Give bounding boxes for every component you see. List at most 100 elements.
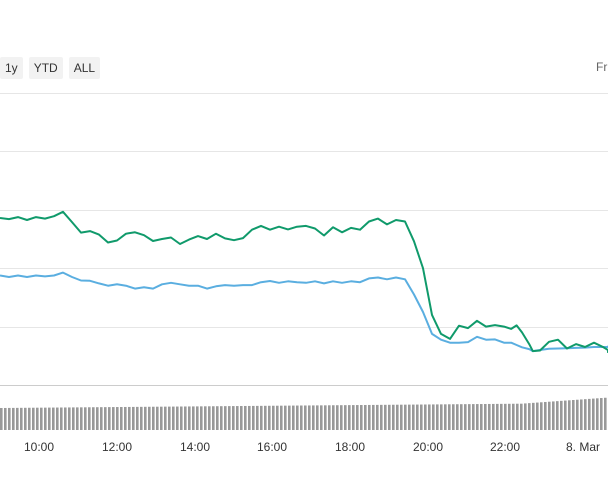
volume-bar	[112, 407, 115, 430]
x-tick-label: 20:00	[413, 440, 443, 454]
volume-bar	[136, 406, 139, 430]
volume-bar	[324, 405, 327, 430]
range-button-all[interactable]: ALL	[68, 57, 101, 79]
volume-bar	[428, 404, 431, 430]
volume-bar	[192, 406, 195, 430]
x-tick-label: 18:00	[335, 440, 365, 454]
volume-bar	[384, 404, 387, 430]
volume-bar	[460, 404, 463, 430]
range-button-ytd[interactable]: YTD	[28, 57, 63, 79]
volume-bar	[0, 408, 3, 430]
volume-bar	[96, 407, 99, 430]
volume-bar	[452, 404, 455, 430]
volume-bar	[352, 405, 355, 430]
volume-bar	[536, 402, 539, 430]
volume-bar	[100, 407, 103, 430]
volume-bar	[420, 404, 423, 430]
series-line-green	[0, 210, 608, 353]
volume-bar	[20, 407, 23, 430]
volume-bar	[308, 405, 311, 430]
volume-bar	[584, 399, 587, 430]
volume-bar	[108, 407, 111, 430]
x-tick-label: 22:00	[490, 440, 520, 454]
volume-bar	[252, 405, 255, 430]
volume-bar	[140, 406, 143, 430]
volume-bar	[256, 405, 259, 430]
volume-bar	[224, 406, 227, 430]
range-button-1y[interactable]: 1y	[0, 57, 23, 79]
volume-bar	[80, 407, 83, 430]
volume-bar	[376, 404, 379, 430]
x-axis: 10:00 12:00 14:00 16:00 18:00 20:00 22:00 8. Ma…	[24, 440, 600, 454]
volume-bar	[588, 398, 591, 430]
volume-bar	[52, 407, 55, 430]
volume-bar	[380, 404, 383, 430]
volume-bar	[160, 406, 163, 430]
volume-bar	[60, 407, 63, 430]
volume-bar	[172, 406, 175, 430]
volume-bar	[388, 404, 391, 430]
volume-bar	[264, 405, 267, 430]
volume-bar	[408, 404, 411, 430]
x-tick-label: 16:00	[257, 440, 287, 454]
volume-bar	[576, 399, 579, 430]
volume-bar	[508, 403, 511, 430]
volume-bar	[240, 406, 243, 430]
volume-bar	[504, 403, 507, 430]
volume-bar	[448, 404, 451, 430]
volume-bar	[88, 407, 91, 430]
volume-bar	[16, 407, 19, 430]
volume-bar	[344, 405, 347, 430]
volume-bar	[412, 404, 415, 430]
volume-bar	[248, 405, 251, 430]
volume-bar	[144, 406, 147, 430]
volume-bar	[316, 405, 319, 430]
volume-bar	[180, 406, 183, 430]
volume-bar	[104, 407, 107, 430]
volume-bar	[128, 406, 131, 430]
volume-bar	[600, 398, 603, 430]
volume-bar	[424, 404, 427, 430]
volume-bar	[404, 404, 407, 430]
volume-bar	[32, 407, 35, 430]
volume-bar	[592, 398, 595, 430]
volume-bar	[516, 403, 519, 430]
volume-bar	[348, 405, 351, 430]
x-tick-label: 14:00	[180, 440, 210, 454]
volume-bar	[236, 406, 239, 430]
volume-bar	[280, 405, 283, 430]
volume-bar	[276, 405, 279, 430]
volume-bar	[168, 406, 171, 430]
volume-bars	[0, 397, 607, 430]
volume-bar	[540, 402, 543, 430]
volume-bar	[500, 403, 503, 430]
volume-bar	[572, 400, 575, 430]
volume-bar	[72, 407, 75, 430]
grid-lines	[0, 93, 608, 386]
volume-bar	[44, 407, 47, 430]
volume-bar	[396, 404, 399, 430]
volume-bar	[364, 404, 367, 430]
volume-bar	[216, 406, 219, 430]
volume-bar	[544, 401, 547, 430]
volume-bar	[496, 403, 499, 430]
volume-bar	[356, 405, 359, 430]
volume-bar	[520, 403, 523, 430]
volume-bar	[232, 406, 235, 430]
volume-bar	[456, 404, 459, 430]
volume-bar	[596, 398, 599, 430]
volume-bar	[28, 407, 31, 430]
volume-bar	[176, 406, 179, 430]
volume-bar	[124, 406, 127, 430]
volume-bar	[260, 405, 263, 430]
volume-bar	[368, 404, 371, 430]
volume-bar	[84, 407, 87, 430]
volume-bar	[4, 407, 7, 430]
x-tick-label: 8. Mar	[566, 440, 600, 454]
volume-bar	[304, 405, 307, 430]
volume-bar	[472, 404, 475, 430]
volume-bar	[204, 406, 207, 430]
series-lines	[0, 210, 608, 353]
volume-bar	[552, 401, 555, 430]
volume-bar	[320, 405, 323, 430]
